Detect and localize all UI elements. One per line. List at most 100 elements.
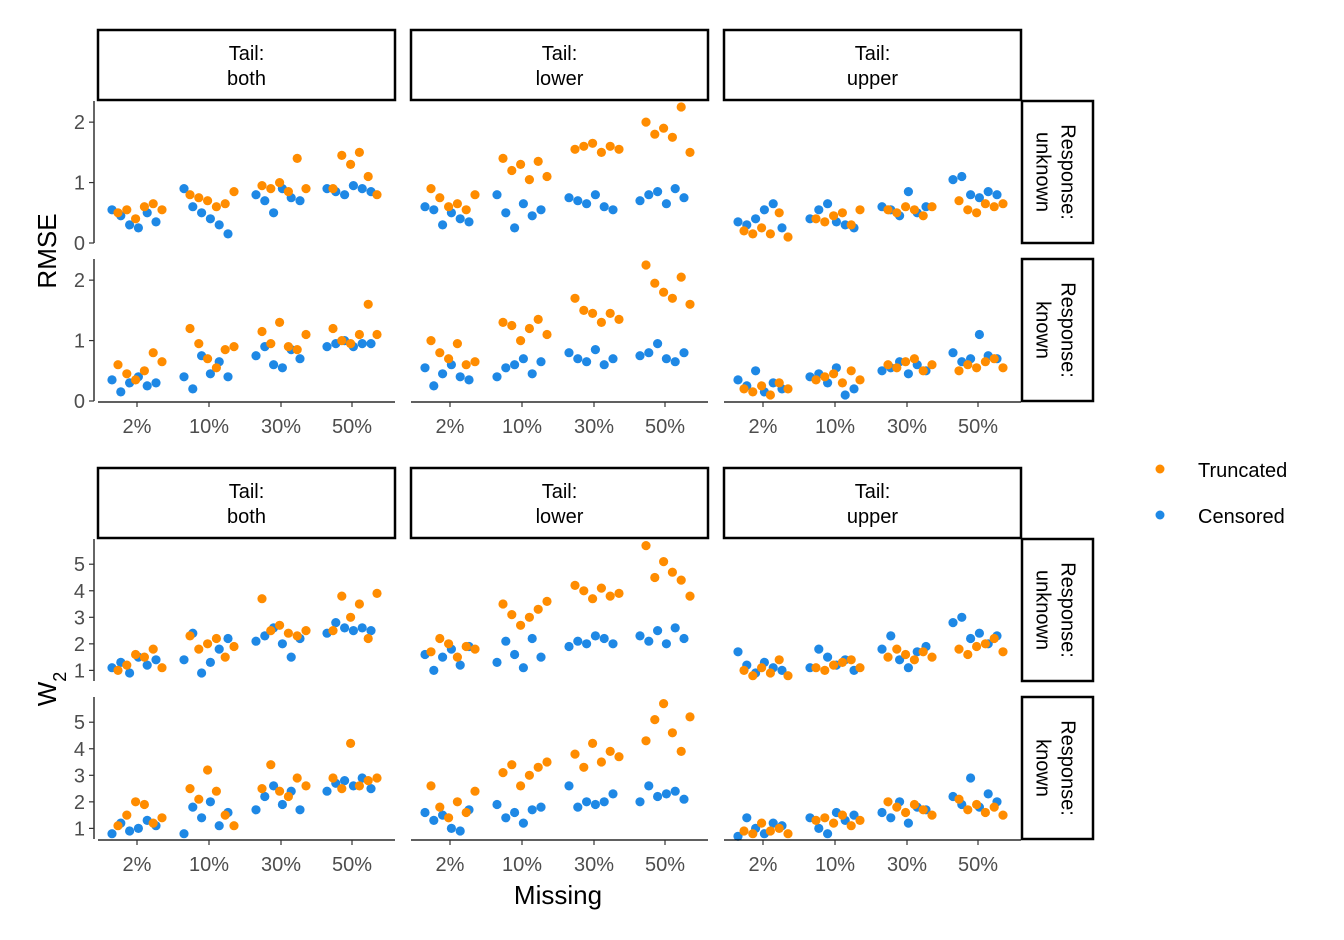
point-truncated — [989, 354, 999, 364]
point-truncated — [131, 375, 141, 385]
point-truncated — [113, 821, 123, 831]
point-truncated — [676, 272, 686, 282]
y-tick-label: 1 — [74, 818, 85, 840]
strip-label-tail-both: Tail: both — [227, 481, 266, 528]
x-tick-label: 30% — [574, 854, 614, 876]
panel-both-known — [107, 738, 382, 839]
point-censored — [151, 378, 161, 388]
point-censored — [205, 657, 215, 668]
point-censored — [269, 208, 279, 218]
x-tick-label: 10% — [502, 416, 542, 438]
point-truncated — [292, 153, 302, 163]
point-truncated — [266, 339, 276, 349]
point-truncated — [972, 208, 982, 218]
point-censored — [133, 223, 143, 233]
point-truncated — [426, 781, 436, 791]
strip-tail-upper — [722, 466, 1023, 540]
point-censored — [269, 360, 279, 370]
point-censored — [751, 214, 761, 224]
point-truncated — [203, 354, 213, 364]
point-truncated — [194, 339, 204, 349]
point-truncated — [533, 314, 543, 324]
point-censored — [223, 229, 233, 239]
point-censored — [573, 636, 583, 646]
point-truncated — [354, 781, 364, 791]
point-truncated — [596, 147, 607, 157]
point-censored — [974, 628, 985, 638]
point-truncated — [113, 360, 123, 370]
point-censored — [814, 644, 824, 654]
point-censored — [214, 220, 224, 230]
point-censored — [251, 805, 261, 815]
point-truncated — [998, 810, 1008, 820]
point-truncated — [363, 299, 373, 309]
point-truncated — [883, 360, 893, 370]
point-censored — [661, 639, 672, 649]
x-tick-label: 10% — [815, 854, 855, 876]
point-truncated — [301, 626, 311, 636]
strip-line-2: lower — [536, 68, 584, 90]
point-censored — [340, 776, 350, 786]
point-censored — [420, 363, 430, 373]
panel-lower-unknown — [420, 102, 695, 233]
point-truncated — [588, 138, 598, 148]
point-censored — [733, 831, 743, 841]
point-censored — [331, 618, 341, 628]
point-truncated — [972, 641, 982, 652]
point-truncated — [909, 799, 920, 810]
point-truncated — [820, 372, 830, 382]
point-censored — [957, 171, 967, 182]
point-censored — [260, 791, 270, 802]
point-truncated — [444, 202, 454, 212]
point-truncated — [185, 190, 195, 200]
point-censored — [366, 626, 376, 636]
point-censored — [527, 633, 537, 644]
point-truncated — [676, 746, 686, 757]
point-truncated — [229, 342, 239, 352]
strip-line-1: Tail: — [229, 43, 265, 65]
point-truncated — [328, 773, 338, 783]
point-truncated — [542, 329, 552, 340]
point-truncated — [363, 776, 373, 786]
panel-upper-known — [733, 329, 1008, 400]
strip-label-tail-upper: Tail: upper — [847, 481, 898, 528]
point-truncated — [157, 357, 167, 367]
point-censored — [205, 797, 215, 807]
point-truncated — [927, 202, 937, 212]
point-truncated — [596, 317, 607, 327]
point-truncated — [739, 384, 749, 394]
point-truncated — [605, 746, 615, 757]
point-censored — [518, 663, 529, 673]
point-censored — [420, 202, 430, 212]
point-censored — [107, 829, 117, 839]
point-censored — [948, 175, 958, 185]
strip-line-2: both — [227, 68, 266, 90]
point-truncated — [980, 357, 991, 367]
point-censored — [501, 636, 511, 646]
x-tick-label: 2% — [749, 416, 778, 438]
point-truncated — [614, 314, 624, 324]
point-truncated — [346, 612, 356, 622]
point-truncated — [194, 193, 204, 203]
point-censored — [518, 354, 529, 364]
point-truncated — [757, 223, 767, 233]
point-truncated — [131, 214, 141, 224]
x-tick-label: 30% — [261, 854, 301, 876]
point-censored — [564, 641, 574, 652]
y-tick-label: 4 — [74, 581, 85, 603]
point-censored — [679, 633, 689, 644]
point-truncated — [605, 308, 615, 318]
x-tick-label: 10% — [189, 416, 229, 438]
point-truncated — [909, 655, 920, 665]
point-censored — [205, 369, 215, 379]
point-truncated — [596, 583, 607, 593]
point-censored — [840, 390, 850, 400]
point-censored — [877, 807, 887, 818]
point-truncated — [122, 810, 132, 820]
point-truncated — [596, 757, 607, 767]
point-censored — [357, 184, 367, 194]
y-axis-title-w2-main: W — [32, 681, 62, 706]
point-censored — [107, 375, 117, 385]
point-truncated — [685, 591, 695, 601]
